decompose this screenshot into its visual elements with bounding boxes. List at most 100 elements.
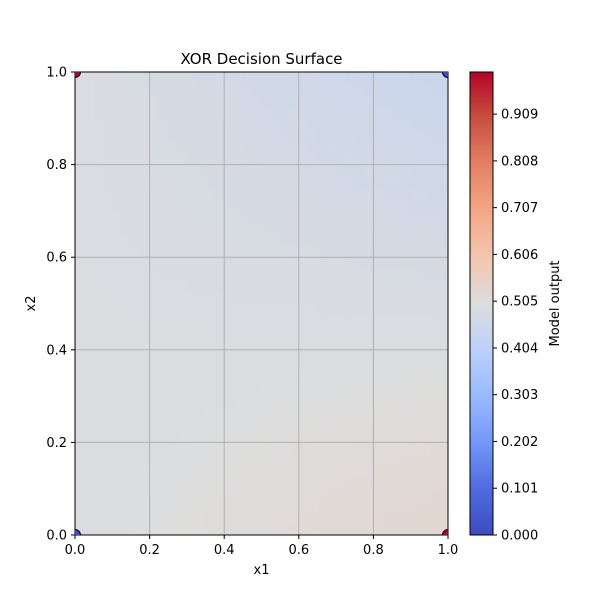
surface-cell [438, 118, 448, 131]
surface-cell [298, 315, 309, 328]
surface-cell [242, 83, 253, 96]
surface-cell [149, 419, 160, 432]
surface-cell [373, 396, 384, 409]
surface-cell [186, 419, 197, 432]
surface-cell [177, 349, 188, 362]
surface-cell [196, 315, 207, 328]
surface-cell [214, 407, 225, 420]
surface-cell [308, 222, 319, 235]
surface-cell [158, 488, 169, 501]
surface-cell [112, 118, 123, 131]
surface-cell [308, 234, 319, 247]
surface-cell [373, 83, 384, 96]
surface-cell [112, 268, 123, 281]
surface-cell [270, 430, 281, 443]
surface-cell [252, 442, 263, 455]
surface-cell [158, 118, 169, 131]
surface-cell [121, 384, 132, 397]
surface-cell [75, 176, 85, 189]
surface-cell [354, 523, 365, 535]
surface-cell [289, 280, 300, 293]
surface-cell [270, 199, 281, 212]
surface-cell [252, 222, 263, 235]
surface-cell [392, 291, 402, 305]
surface-cell [308, 523, 319, 535]
surface-cell [75, 523, 85, 535]
surface-cell [121, 280, 132, 293]
surface-cell [336, 106, 347, 119]
surface-cell [158, 361, 169, 374]
surface-cell [214, 291, 225, 305]
surface-cell [214, 268, 225, 281]
surface-cell [242, 372, 253, 386]
surface-cell [196, 465, 207, 478]
surface-cell [289, 442, 300, 455]
surface-cell [140, 291, 151, 305]
surface-cell [102, 187, 113, 200]
surface-cell [196, 83, 207, 96]
surface-cell [168, 477, 179, 490]
surface-cell [373, 430, 384, 443]
surface-cell [373, 245, 384, 258]
surface-cell [158, 222, 169, 235]
surface-cell [317, 141, 328, 154]
surface-cell [261, 199, 272, 212]
surface-cell [298, 511, 309, 525]
data-point [442, 529, 448, 535]
surface-cell [410, 268, 421, 281]
surface-cell [345, 523, 356, 535]
surface-cell [317, 245, 328, 258]
surface-cell [308, 500, 319, 513]
surface-cell [158, 95, 169, 108]
surface-cell [112, 477, 123, 490]
surface-cell [392, 222, 402, 235]
surface-cell [429, 396, 440, 409]
surface-cell [420, 210, 430, 224]
surface-cell [75, 234, 85, 247]
surface-cell [261, 384, 272, 397]
surface-cell [168, 199, 179, 212]
surface-cell [158, 303, 169, 316]
surface-cell [326, 210, 337, 224]
surface-cell [298, 361, 309, 374]
surface-cell [93, 141, 104, 154]
surface-cell [168, 187, 179, 200]
x-axis-ticks: 0.0 0.2 0.4 0.6 0.8 1.0 [65, 535, 458, 558]
surface-cell [270, 396, 281, 409]
surface-cell [336, 72, 347, 85]
surface-cell [168, 83, 179, 96]
surface-cell [382, 164, 393, 177]
surface-cell [242, 141, 253, 154]
surface-cell [121, 72, 132, 85]
surface-cell [289, 141, 300, 154]
surface-cell [224, 361, 235, 374]
surface-cell [177, 83, 188, 96]
surface-cell [121, 291, 132, 305]
surface-cell [233, 210, 244, 224]
surface-cell [382, 511, 393, 525]
surface-cell [112, 465, 123, 478]
surface-cell [233, 315, 244, 328]
surface-cell [326, 187, 337, 200]
surface-cell [345, 326, 356, 339]
surface-cell [252, 245, 263, 258]
surface-cell [214, 95, 225, 108]
surface-cell [224, 338, 235, 351]
surface-cell [298, 234, 309, 247]
surface-cell [140, 95, 151, 108]
surface-cell [214, 338, 225, 351]
surface-cell [354, 500, 365, 513]
surface-cell [317, 199, 328, 212]
surface-cell [280, 338, 291, 351]
surface-cell [317, 453, 328, 467]
surface-cell [149, 384, 160, 397]
surface-cell [401, 83, 412, 96]
surface-cell [121, 511, 132, 525]
surface-cell [205, 199, 216, 212]
surface-cell [410, 83, 421, 96]
surface-cell [205, 430, 216, 443]
surface-cell [75, 106, 85, 119]
surface-cell [354, 384, 365, 397]
surface-cell [336, 315, 347, 328]
surface-cell [177, 442, 188, 455]
